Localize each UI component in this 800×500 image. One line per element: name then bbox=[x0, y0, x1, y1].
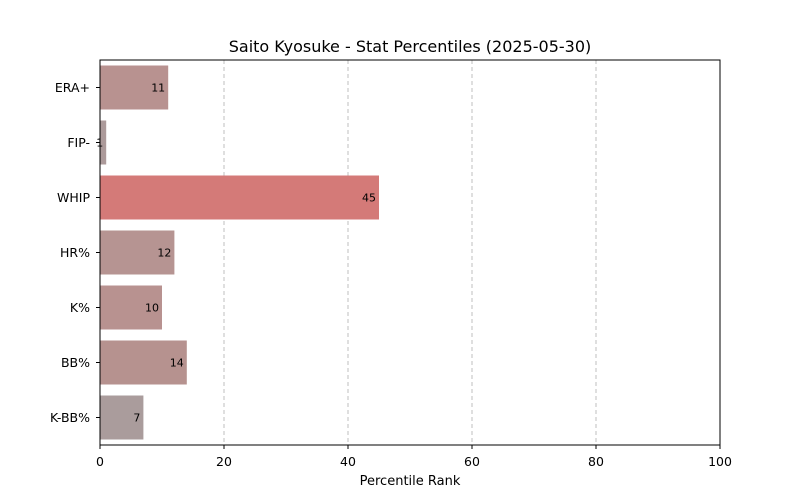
x-tick-label: 40 bbox=[340, 454, 356, 469]
grid bbox=[223, 60, 597, 445]
bar-value-label: 7 bbox=[133, 412, 140, 425]
x-tick-label: 60 bbox=[464, 454, 480, 469]
bar bbox=[100, 285, 162, 330]
x-axis-label: Percentile Rank bbox=[360, 474, 461, 489]
value-labels: 111451210147 bbox=[96, 82, 376, 425]
y-tick-label: K% bbox=[70, 300, 90, 315]
bar-value-label: 12 bbox=[157, 247, 171, 260]
bar bbox=[100, 175, 379, 220]
bar-value-label: 14 bbox=[170, 357, 184, 370]
x-tick-label: 0 bbox=[96, 454, 104, 469]
y-tick-label: FIP- bbox=[67, 135, 90, 150]
x-tick-label: 80 bbox=[588, 454, 604, 469]
bar-value-label: 45 bbox=[362, 192, 376, 205]
bar bbox=[100, 340, 187, 385]
y-tick-label: ERA+ bbox=[55, 80, 90, 95]
x-axis: 0 20 40 60 80 100 bbox=[96, 445, 732, 469]
y-tick-label: K-BB% bbox=[50, 410, 90, 425]
y-axis: ERA+ FIP- WHIP HR% K% BB% K-BB% bbox=[50, 80, 100, 425]
chart-title: Saito Kyosuke - Stat Percentiles (2025-0… bbox=[229, 37, 592, 56]
y-tick-label: BB% bbox=[61, 355, 90, 370]
plot-frame bbox=[99, 59, 721, 446]
bars bbox=[100, 65, 379, 440]
bar-value-label: 10 bbox=[145, 302, 159, 315]
y-tick-label: HR% bbox=[60, 245, 90, 260]
bar bbox=[100, 230, 175, 275]
x-tick-label: 100 bbox=[708, 454, 732, 469]
bar bbox=[100, 65, 169, 110]
bar bbox=[100, 395, 144, 440]
bar-value-label: 11 bbox=[151, 82, 165, 95]
bar bbox=[100, 120, 107, 165]
y-tick-label: WHIP bbox=[57, 190, 90, 205]
x-tick-label: 20 bbox=[216, 454, 232, 469]
